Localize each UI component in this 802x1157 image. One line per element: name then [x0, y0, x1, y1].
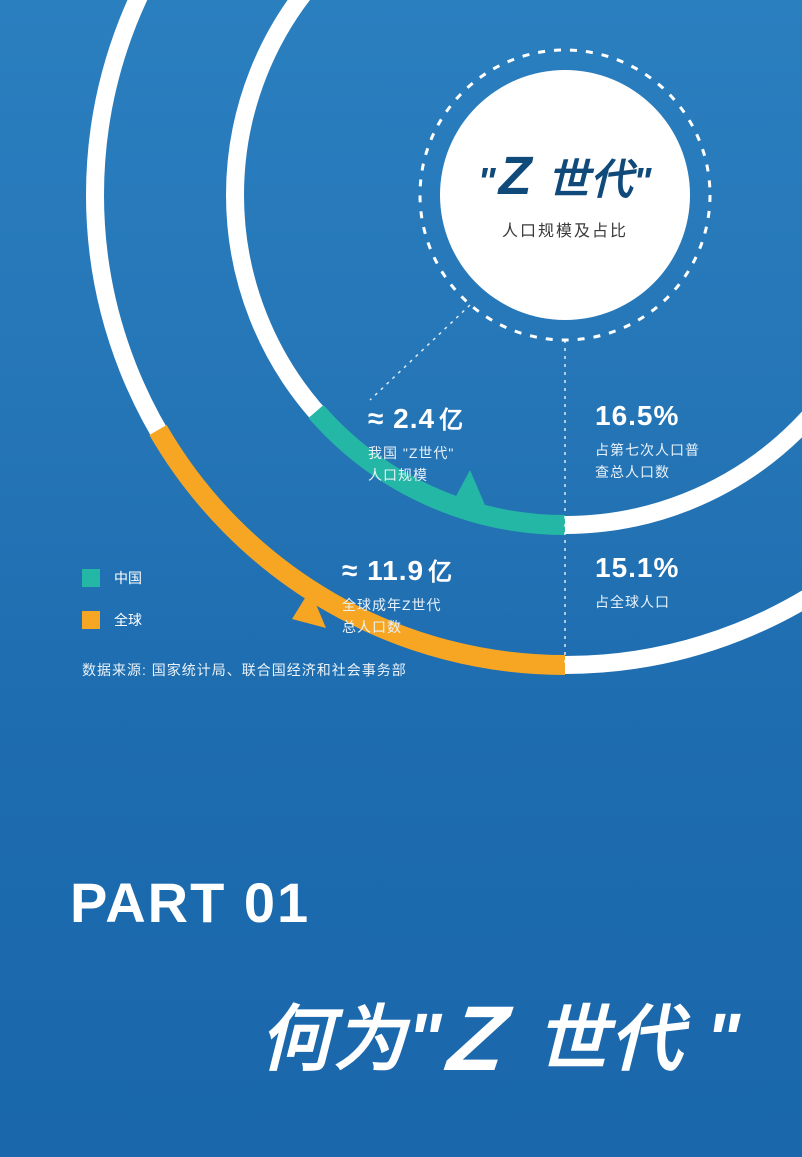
d1: 占第七次人口普: [595, 442, 700, 458]
legend-label: 中国: [114, 568, 142, 588]
data-source: 数据来源: 国家统计局、联合国经济和社会事务部: [82, 660, 407, 680]
unit: 亿: [439, 407, 464, 434]
heading-prefix: 何为: [259, 1000, 407, 1080]
val: 16.5%: [595, 400, 679, 431]
stat-china-pct: 16.5% 占第七次人口普查总人口数: [595, 400, 775, 483]
swatch-global: [82, 611, 100, 629]
d2: 人口规模: [368, 467, 428, 483]
quote-close: ": [633, 161, 652, 203]
swatch-china: [82, 569, 100, 587]
page-heading: 何为"Z 世代 ": [259, 980, 742, 1086]
center-subtitle: 人口规模及占比: [502, 217, 628, 241]
val: 15.1%: [595, 552, 679, 583]
center-rest: 世代: [535, 156, 634, 203]
d1: 占全球人口: [595, 594, 670, 610]
d2: 查总人口数: [595, 464, 670, 480]
heading-rest: 世代: [514, 1000, 706, 1080]
stat-global-pct: 15.1% 占全球人口: [595, 552, 775, 614]
approx: ≈: [342, 555, 358, 586]
d1: 全球成年Z世代: [342, 597, 442, 613]
stat-china-pop: ≈ 2.4亿 我国 "Z世代" 人口规模: [368, 400, 548, 486]
center-badge: "Z 世代" 人口规模及占比: [440, 70, 690, 320]
legend-global: 全球: [82, 610, 142, 630]
z-letter: Z: [499, 146, 533, 206]
legend: 中国 全球: [82, 568, 142, 652]
val: 11.9: [367, 555, 424, 586]
heading-qclose: ": [706, 1000, 742, 1080]
heading-qopen: ": [408, 1000, 444, 1080]
val: 2.4: [393, 403, 435, 434]
d2: 总人口数: [342, 619, 402, 635]
d1: 我国 "Z世代": [368, 445, 454, 461]
heading-z: Z: [442, 987, 515, 1092]
legend-label: 全球: [114, 610, 142, 630]
approx: ≈: [368, 403, 384, 434]
quote-open: ": [478, 161, 497, 203]
unit: 亿: [428, 559, 453, 586]
part-label: PART 01: [70, 870, 310, 935]
center-title: "Z 世代": [478, 149, 653, 203]
stat-global-pop: ≈ 11.9亿 全球成年Z世代总人口数: [342, 552, 552, 638]
legend-china: 中国: [82, 568, 142, 588]
